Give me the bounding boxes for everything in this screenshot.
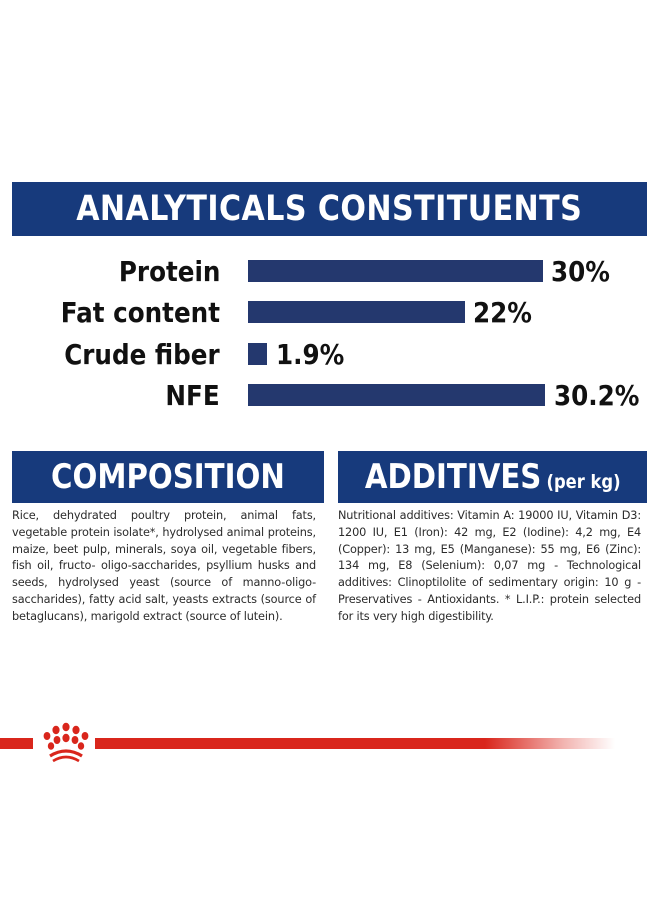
chart-row-crude-fiber: Crude fiber 1.9% [0, 335, 660, 375]
chart-row-fat-content: Fat content 22% [0, 293, 660, 333]
bar-nfe [248, 384, 545, 406]
composition-title: COMPOSITION [51, 457, 285, 497]
chart-row-nfe: NFE 30.2% [0, 376, 660, 416]
value-label: 1.9% [276, 338, 345, 371]
row-label: Protein [118, 255, 220, 288]
additives-banner: ADDITIVES (per kg) [338, 451, 647, 503]
footer-red-line-right [95, 738, 615, 749]
bar-protein [248, 260, 543, 282]
additives-text: Nutritional additives: Vitamin A: 19000 … [338, 509, 641, 623]
composition-text: Rice, dehydrated poultry protein, animal… [12, 509, 316, 623]
row-label: Fat content [60, 296, 220, 329]
additives-title-wrap: ADDITIVES (per kg) [365, 457, 621, 497]
footer-red-line-left [0, 738, 33, 749]
additives-title: ADDITIVES [364, 457, 542, 497]
row-label: Crude fiber [64, 338, 220, 371]
row-label: NFE [165, 379, 220, 412]
bar-fat-content [248, 301, 465, 323]
bar-crude-fiber [248, 343, 267, 365]
value-label: 22% [473, 296, 532, 329]
value-label: 30% [551, 255, 610, 288]
composition-banner: COMPOSITION [12, 451, 324, 503]
crown-icon [43, 722, 89, 763]
banner-title: ANALYTICALS CONSTITUENTS [76, 189, 583, 229]
value-label: 30.2% [554, 379, 640, 412]
constituents-bar-chart: Protein 30% Fat content 22% Crude fiber … [0, 255, 660, 420]
additives-title-suffix: (per kg) [546, 471, 621, 493]
chart-row-protein: Protein 30% [0, 252, 660, 292]
analytical-constituents-banner: ANALYTICALS CONSTITUENTS [12, 182, 647, 236]
